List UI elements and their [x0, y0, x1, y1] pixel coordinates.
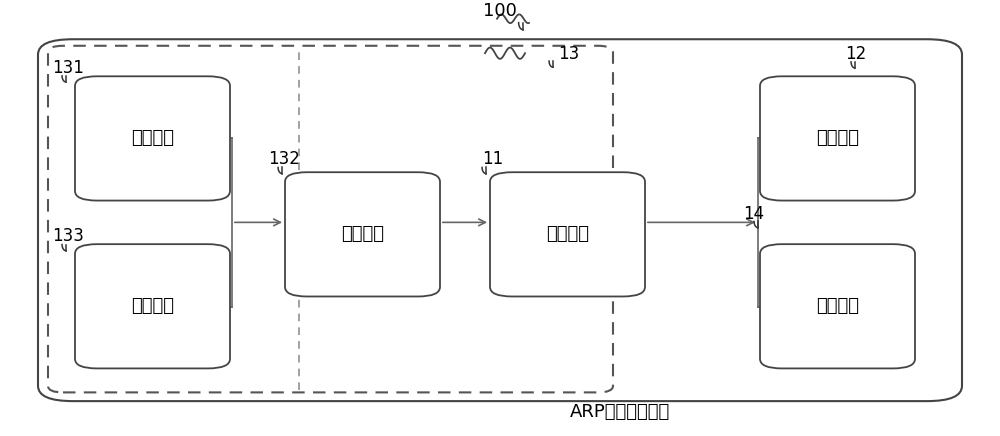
Text: 132: 132	[268, 150, 300, 168]
Text: 13: 13	[558, 45, 579, 63]
Text: 禁止模块: 禁止模块	[816, 297, 859, 315]
Text: ARP表项学习装置: ARP表项学习装置	[570, 403, 670, 421]
FancyBboxPatch shape	[285, 172, 440, 296]
Text: 判断模块: 判断模块	[546, 225, 589, 243]
FancyBboxPatch shape	[75, 244, 230, 368]
Text: 学习模块: 学习模块	[816, 129, 859, 147]
Text: 100: 100	[483, 2, 517, 20]
FancyBboxPatch shape	[760, 244, 915, 368]
FancyBboxPatch shape	[760, 76, 915, 201]
Text: 监听单元: 监听单元	[131, 297, 174, 315]
Text: 12: 12	[845, 45, 866, 63]
Text: 133: 133	[52, 227, 84, 245]
Text: 131: 131	[52, 58, 84, 77]
Text: 确定单元: 确定单元	[131, 129, 174, 147]
FancyBboxPatch shape	[38, 39, 962, 401]
Text: 存储单元: 存储单元	[341, 225, 384, 243]
FancyBboxPatch shape	[75, 76, 230, 201]
Text: 11: 11	[482, 150, 503, 168]
Text: 14: 14	[743, 204, 764, 223]
FancyBboxPatch shape	[490, 172, 645, 296]
